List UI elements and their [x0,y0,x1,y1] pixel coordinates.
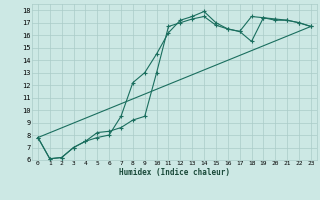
X-axis label: Humidex (Indice chaleur): Humidex (Indice chaleur) [119,168,230,177]
